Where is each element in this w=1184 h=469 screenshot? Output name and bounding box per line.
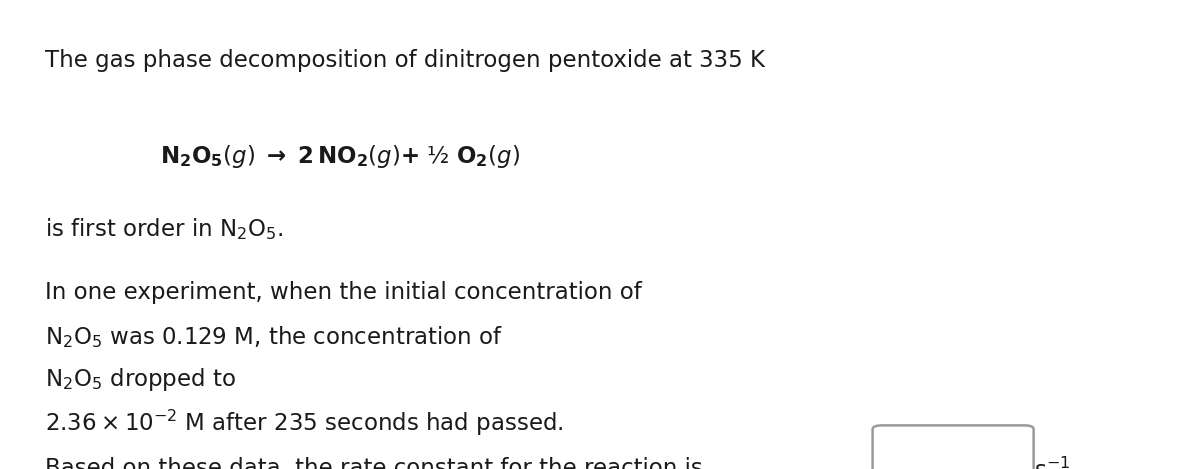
Text: The gas phase decomposition of dinitrogen pentoxide at 335 K: The gas phase decomposition of dinitroge… bbox=[45, 49, 765, 72]
Text: $\mathrm{s}^{-1}$.: $\mathrm{s}^{-1}$. bbox=[1034, 457, 1077, 469]
FancyBboxPatch shape bbox=[873, 425, 1034, 469]
Text: Based on these data, the rate constant for the reaction is: Based on these data, the rate constant f… bbox=[45, 457, 703, 469]
Text: $2.36 \times 10^{-2}$ M after 235 seconds had passed.: $2.36 \times 10^{-2}$ M after 235 second… bbox=[45, 408, 564, 438]
Text: In one experiment, when the initial concentration of: In one experiment, when the initial conc… bbox=[45, 281, 642, 304]
Text: $\mathrm{N_2O_5}$ dropped to: $\mathrm{N_2O_5}$ dropped to bbox=[45, 366, 236, 393]
Text: $\mathbf{N_2O_5}$$\mathit{(g)}$ $\mathbf{\rightarrow}$ $\mathbf{2\,NO_2}$$\mathi: $\mathbf{N_2O_5}$$\mathit{(g)}$ $\mathbf… bbox=[160, 143, 520, 170]
Text: is first order in $\mathrm{N_2O_5}$.: is first order in $\mathrm{N_2O_5}$. bbox=[45, 216, 283, 242]
Text: $\mathrm{N_2O_5}$ was 0.129 M, the concentration of: $\mathrm{N_2O_5}$ was 0.129 M, the conce… bbox=[45, 324, 503, 349]
